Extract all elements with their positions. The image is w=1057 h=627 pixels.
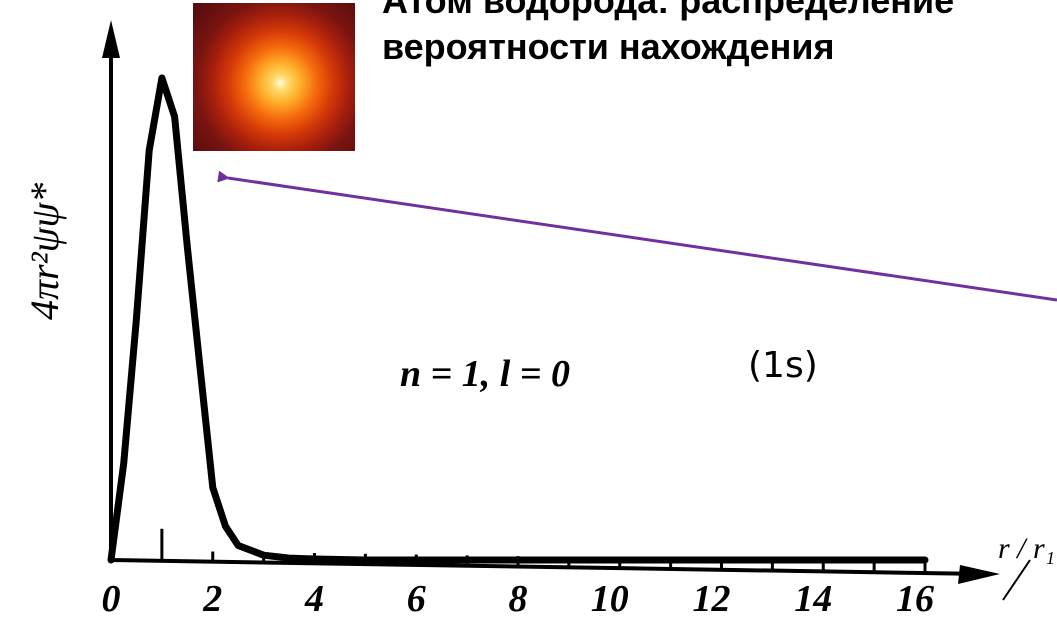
x-tick-label: 6 [407,578,426,620]
pointer-arrow [217,170,1057,302]
x-tick-label: 8 [509,578,528,620]
x-axis-label: r / r₁ [998,532,1055,565]
y-axis-label: 4πr²ψψ* [22,183,67,320]
y-axis-arrowhead [102,20,120,58]
probability-curve [107,74,929,564]
x-tick-label: 10 [591,578,629,620]
title-line-2: вероятности нахождения [382,26,835,67]
state-label: (1s) [748,345,818,386]
x-tick-label: 12 [693,578,731,620]
electron-cloud-image [193,3,355,151]
x-tick-label: 16 [896,578,934,620]
x-axis-line [108,558,986,576]
x-axis-label-slash [1002,559,1031,601]
x-tick-label: 0 [102,578,121,620]
title-line-1: Атом водорода: распределение [382,0,955,21]
x-tick-label: 4 [304,578,324,620]
slide-title: Атом водорода: распределение вероятности… [382,0,954,70]
x-tick-label: 14 [794,578,832,620]
x-axis-arrowhead [958,565,1000,584]
quantum-numbers-label: n = 1, l = 0 [400,353,570,395]
x-tick-label: 2 [202,578,222,620]
